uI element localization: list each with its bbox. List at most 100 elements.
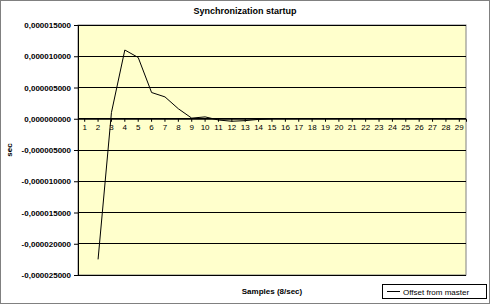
x-tick-mark [419,119,420,122]
y-tick-mark [74,25,78,26]
x-tick-mark [164,119,165,122]
x-tick: 14 [254,119,263,133]
x-tick-mark [338,119,339,122]
x-tick-label: 11 [214,123,223,132]
y-tick: 0,000010000 [24,52,78,61]
grid-line [78,25,466,26]
x-tick: 6 [149,119,154,133]
x-tick: 15 [268,119,277,133]
y-tick-mark [74,88,78,89]
x-tick: 29 [455,119,464,133]
x-tick: 5 [136,119,141,133]
y-tick: 0,000015000 [24,21,78,30]
x-tick: 8 [176,119,181,133]
x-tick-mark [178,119,179,122]
y-tick: 0,000005000 [24,84,78,93]
x-tick-label: 23 [375,123,384,132]
x-tick-label: 8 [176,123,181,132]
x-tick-label: 26 [415,123,424,132]
x-tick-label: 5 [136,123,141,132]
x-axis-title: Samples (8/sec) [242,287,303,296]
x-tick-label: 17 [294,123,303,132]
chart: -0,000025000 -0,000020000 -0,000015000 -0,0… [0,0,490,304]
x-tick-label: 29 [455,123,464,132]
legend: Offset from master [383,285,487,299]
y-tick-label: -0,000020000 [22,240,72,249]
x-tick-mark [191,119,192,122]
x-tick-label: 7 [163,123,168,132]
y-tick: -0,000005000 [22,146,78,155]
series-group [98,50,272,259]
x-tick-label: 24 [388,123,397,132]
x-tick: 16 [281,119,290,133]
x-tick-mark [312,119,313,122]
y-tick: -0,000025000 [22,271,78,280]
x-tick: 18 [308,119,317,133]
x-tick: 1 [82,119,87,133]
y-axis-line [74,26,79,276]
x-tick: 2 [96,119,101,133]
x-tick-mark [379,119,380,122]
grid [78,25,466,275]
x-tick-mark [84,119,85,122]
plot: -0,000025000 -0,000020000 -0,000015000 -0,0… [22,21,467,280]
x-tick-mark [151,119,152,122]
x-tick: 27 [428,119,437,133]
x-tick: 4 [123,119,128,133]
grid-line [78,181,466,182]
legend-swatch [387,291,400,292]
x-tick-label: 9 [189,123,194,132]
y-tick-mark [74,150,78,151]
x-tick: 20 [334,119,343,133]
x-tick-label: 15 [268,123,277,132]
x-tick: 24 [388,119,397,133]
x-tick-mark [365,119,366,122]
y-tick: -0,000015000 [22,209,78,218]
x-tick-mark [285,119,286,122]
x-tick-label: 25 [401,123,410,132]
x-tick-label: 1 [82,123,87,132]
x-tick-label: 22 [361,123,370,132]
y-tick-label: -0,000025000 [22,271,72,280]
x-tick-label: 16 [281,123,290,132]
x-tick-mark [392,119,393,122]
x-tick-mark [205,119,206,122]
x-tick: 25 [401,119,410,133]
plot-area [78,25,466,275]
x-tick: 19 [321,119,330,133]
x-tick: 28 [441,119,450,133]
x-tick-mark [138,119,139,122]
y-tick-mark [74,181,78,182]
x-tick-mark [432,119,433,122]
x-tick-label: 6 [149,123,154,132]
chart-title: Synchronization startup [193,6,297,16]
y-tick-mark [74,213,78,214]
x-tick-mark [405,119,406,122]
grid-line [78,275,466,276]
y-tick-label: -0,000010000 [22,177,72,186]
x-tick-label: 13 [241,123,250,132]
x-tick-mark [98,119,99,122]
legend-label: Offset from master [403,288,469,297]
x-tick-label: 27 [428,123,437,132]
y-axis-title: sec [5,143,14,157]
grid-line [78,150,466,151]
y-tick-mark [74,56,78,57]
x-tick: 10 [201,119,210,133]
x-tick-label: 2 [96,123,101,132]
x-tick-mark [124,119,125,122]
y-tick-label: 0,000005000 [24,84,71,93]
x-tick-label: 21 [348,123,357,132]
x-tick-label: 14 [254,123,263,132]
x-tick: 9 [189,119,194,133]
grid-line [78,243,466,244]
y-tick: 0,000000000 [24,115,78,124]
grid-line [78,212,466,213]
x-axis-line [79,119,467,122]
x-tick: 7 [163,119,168,133]
y-tick-mark [74,119,78,120]
x-tick-label: 19 [321,123,330,132]
x-tick: 21 [348,119,357,133]
x-tick: 26 [415,119,424,133]
legend-box [383,285,487,299]
